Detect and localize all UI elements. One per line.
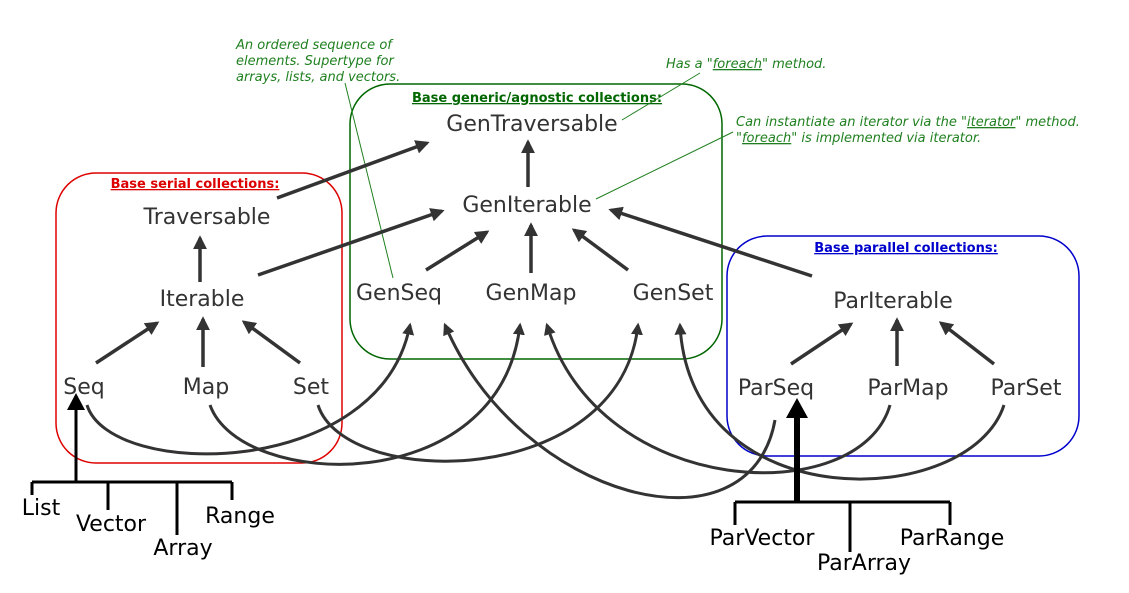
- serial-concrete-tree: [30, 405, 234, 535]
- node-gentraversable: GenTraversable: [446, 112, 617, 137]
- iterator-note-line2: "foreach" is implemented via iterator.: [736, 131, 981, 146]
- node-parmap: ParMap: [867, 376, 948, 401]
- arrow-parseq-to-pariterable: [790, 322, 854, 366]
- serial-tree-arrowhead: [67, 393, 85, 410]
- iterator-note-line1: Can instantiate an iterator via the "ite…: [736, 115, 1080, 130]
- node-seq: Seq: [63, 375, 104, 400]
- arrow-iterable-to-geniterable: [257, 208, 445, 277]
- parallel-group-box: [726, 235, 1080, 457]
- generic-group-title: Base generic/agnostic collections:: [412, 91, 662, 106]
- arrow-set-to-iterable: [241, 320, 302, 365]
- arrow-traversable-to-gentraversable: [276, 140, 430, 200]
- node-traversable: Traversable: [143, 205, 271, 230]
- foreach-note: Has a "foreach" method.: [666, 57, 826, 72]
- serial-group-title: Base serial collections:: [111, 177, 280, 192]
- curve-parset-to-genset: [674, 322, 1006, 481]
- node-iterable: Iterable: [160, 287, 245, 312]
- curve-set-to-genset: [316, 322, 643, 463]
- arrow-pariterable-to-geniterable: [608, 206, 813, 278]
- iterator-note-leader: [595, 131, 734, 200]
- foreach-keyword-2: foreach: [742, 131, 791, 146]
- parallel-tree-arrowhead: [786, 398, 808, 418]
- node-geniterable: GenIterable: [462, 193, 591, 218]
- leaf-array: Array: [153, 536, 212, 561]
- curve-map-to-genmap: [208, 322, 525, 466]
- iterator-keyword: iterator: [967, 115, 1017, 130]
- curve-parseq-to-genseq: [443, 322, 777, 500]
- curve-seq-to-genseq: [85, 322, 415, 456]
- generic-group-box: [349, 83, 723, 360]
- foreach-note-leader: [621, 72, 701, 121]
- leaf-parrange: ParRange: [900, 526, 1005, 551]
- leaf-pararray: ParArray: [817, 551, 911, 576]
- parallel-group-title: Base parallel collections:: [814, 241, 998, 256]
- node-map: Map: [183, 375, 229, 400]
- leaf-parvector: ParVector: [710, 526, 816, 551]
- node-genmap: GenMap: [486, 281, 577, 306]
- node-pariterable: ParIterable: [833, 289, 953, 314]
- genseq-note-line1: An ordered sequence of: [235, 38, 394, 53]
- node-genset: GenSet: [633, 281, 714, 306]
- arrow-genset-to-geniterable: [571, 228, 630, 272]
- genseq-note-leader: [344, 82, 394, 279]
- genseq-note-line3: arrays, lists, and vectors.: [236, 70, 400, 85]
- node-set: Set: [293, 375, 330, 400]
- arrow-genseq-to-geniterable: [425, 230, 490, 272]
- genseq-note-line2: elements. Supertype for: [236, 54, 395, 69]
- node-genseq: GenSeq: [356, 281, 442, 306]
- serial-group-box: [55, 172, 343, 464]
- node-parset: ParSet: [991, 376, 1062, 401]
- node-parseq: ParSeq: [738, 376, 814, 401]
- leaf-vector: Vector: [76, 512, 147, 537]
- arrow-parset-to-pariterable: [938, 321, 996, 366]
- arrow-seq-to-iterable: [95, 321, 160, 365]
- foreach-keyword: foreach: [713, 57, 762, 72]
- leaf-list: List: [22, 496, 61, 521]
- leaf-range: Range: [205, 504, 275, 529]
- curve-parmap-to-genmap: [544, 322, 892, 475]
